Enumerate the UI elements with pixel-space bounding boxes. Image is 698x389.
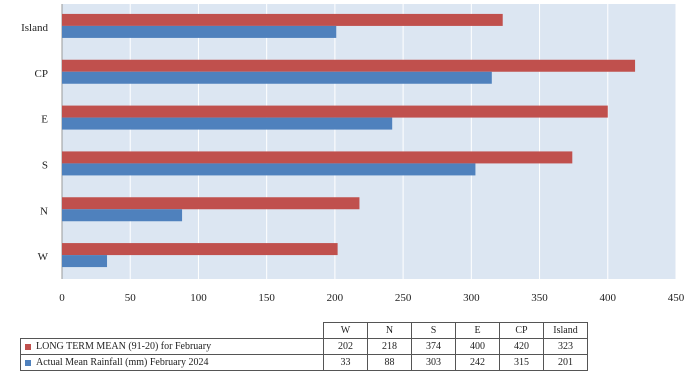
legend-swatch-red [25, 343, 31, 350]
bar-actual-rainfall [62, 25, 337, 38]
legend-entry-long-term-mean: LONG TERM MEAN (91-20) for February [20, 338, 324, 355]
data-table-col-header: W [323, 322, 368, 339]
data-table-cell: 400 [455, 338, 500, 355]
x-tick-label: 350 [531, 292, 548, 304]
y-tick-label: Island [21, 22, 48, 34]
chart-data-table: W N S E CP Island LONG TERM MEAN (91-20)… [20, 322, 588, 371]
legend-entry-actual-rainfall: Actual Mean Rainfall (mm) February 2024 [20, 354, 324, 371]
y-tick-label: CP [35, 68, 48, 80]
x-tick-label: 300 [463, 292, 480, 304]
x-tick-label: 0 [59, 292, 65, 304]
data-table-col-header: N [367, 322, 412, 339]
x-tick-label: 400 [600, 292, 617, 304]
bar-actual-rainfall [62, 117, 393, 130]
x-tick-label: 200 [327, 292, 344, 304]
data-table-header-row: W N S E CP Island [21, 322, 588, 339]
data-table-corner [21, 323, 324, 339]
data-table-row-actual-rainfall: Actual Mean Rainfall (mm) February 2024 … [20, 354, 588, 371]
data-table-cell: 88 [367, 354, 412, 371]
data-table-cell: 201 [543, 354, 588, 371]
bar-actual-rainfall [62, 209, 183, 222]
x-tick-label: 100 [190, 292, 207, 304]
data-table-row-long-term-mean: LONG TERM MEAN (91-20) for February 202 … [20, 338, 588, 355]
bar-actual-rainfall [62, 71, 492, 84]
data-table-cell: 218 [367, 338, 412, 355]
x-tick-label: 250 [395, 292, 412, 304]
data-table-cell: 33 [323, 354, 368, 371]
data-table-col-header: CP [499, 322, 544, 339]
legend-label: LONG TERM MEAN (91-20) for February [36, 341, 212, 352]
data-table-cell: 202 [323, 338, 368, 355]
y-tick-label: W [38, 251, 49, 263]
bar-actual-rainfall [62, 163, 476, 176]
data-table-cell: 420 [499, 338, 544, 355]
data-table-col-header: E [455, 322, 500, 339]
legend-label: Actual Mean Rainfall (mm) February 2024 [36, 357, 209, 368]
bar-long-term-mean [62, 59, 636, 72]
y-tick-label: S [42, 159, 48, 171]
rainfall-bar-chart: 0 50 100 150 200 250 300 350 400 450 W N S E CP Island [21, 4, 685, 304]
data-table-cell: 303 [411, 354, 456, 371]
x-tick-label: 50 [125, 292, 137, 304]
bar-long-term-mean [62, 243, 338, 256]
bar-actual-rainfall [62, 255, 108, 268]
y-tick-label: N [40, 205, 48, 217]
data-table-col-header: Island [543, 322, 588, 339]
y-tick-label: E [41, 114, 48, 126]
data-table-cell: 242 [455, 354, 500, 371]
bar-long-term-mean [62, 151, 573, 164]
data-table-col-header: S [411, 322, 456, 339]
legend-swatch-blue [25, 359, 31, 366]
bar-long-term-mean [62, 197, 360, 210]
data-table-cell: 374 [411, 338, 456, 355]
data-table-cell: 315 [499, 354, 544, 371]
data-table-cell: 323 [543, 338, 588, 355]
bar-long-term-mean [62, 105, 608, 118]
bar-long-term-mean [62, 13, 503, 26]
plot-area [62, 4, 676, 279]
x-tick-label: 150 [258, 292, 275, 304]
x-tick-label: 450 [668, 292, 685, 304]
